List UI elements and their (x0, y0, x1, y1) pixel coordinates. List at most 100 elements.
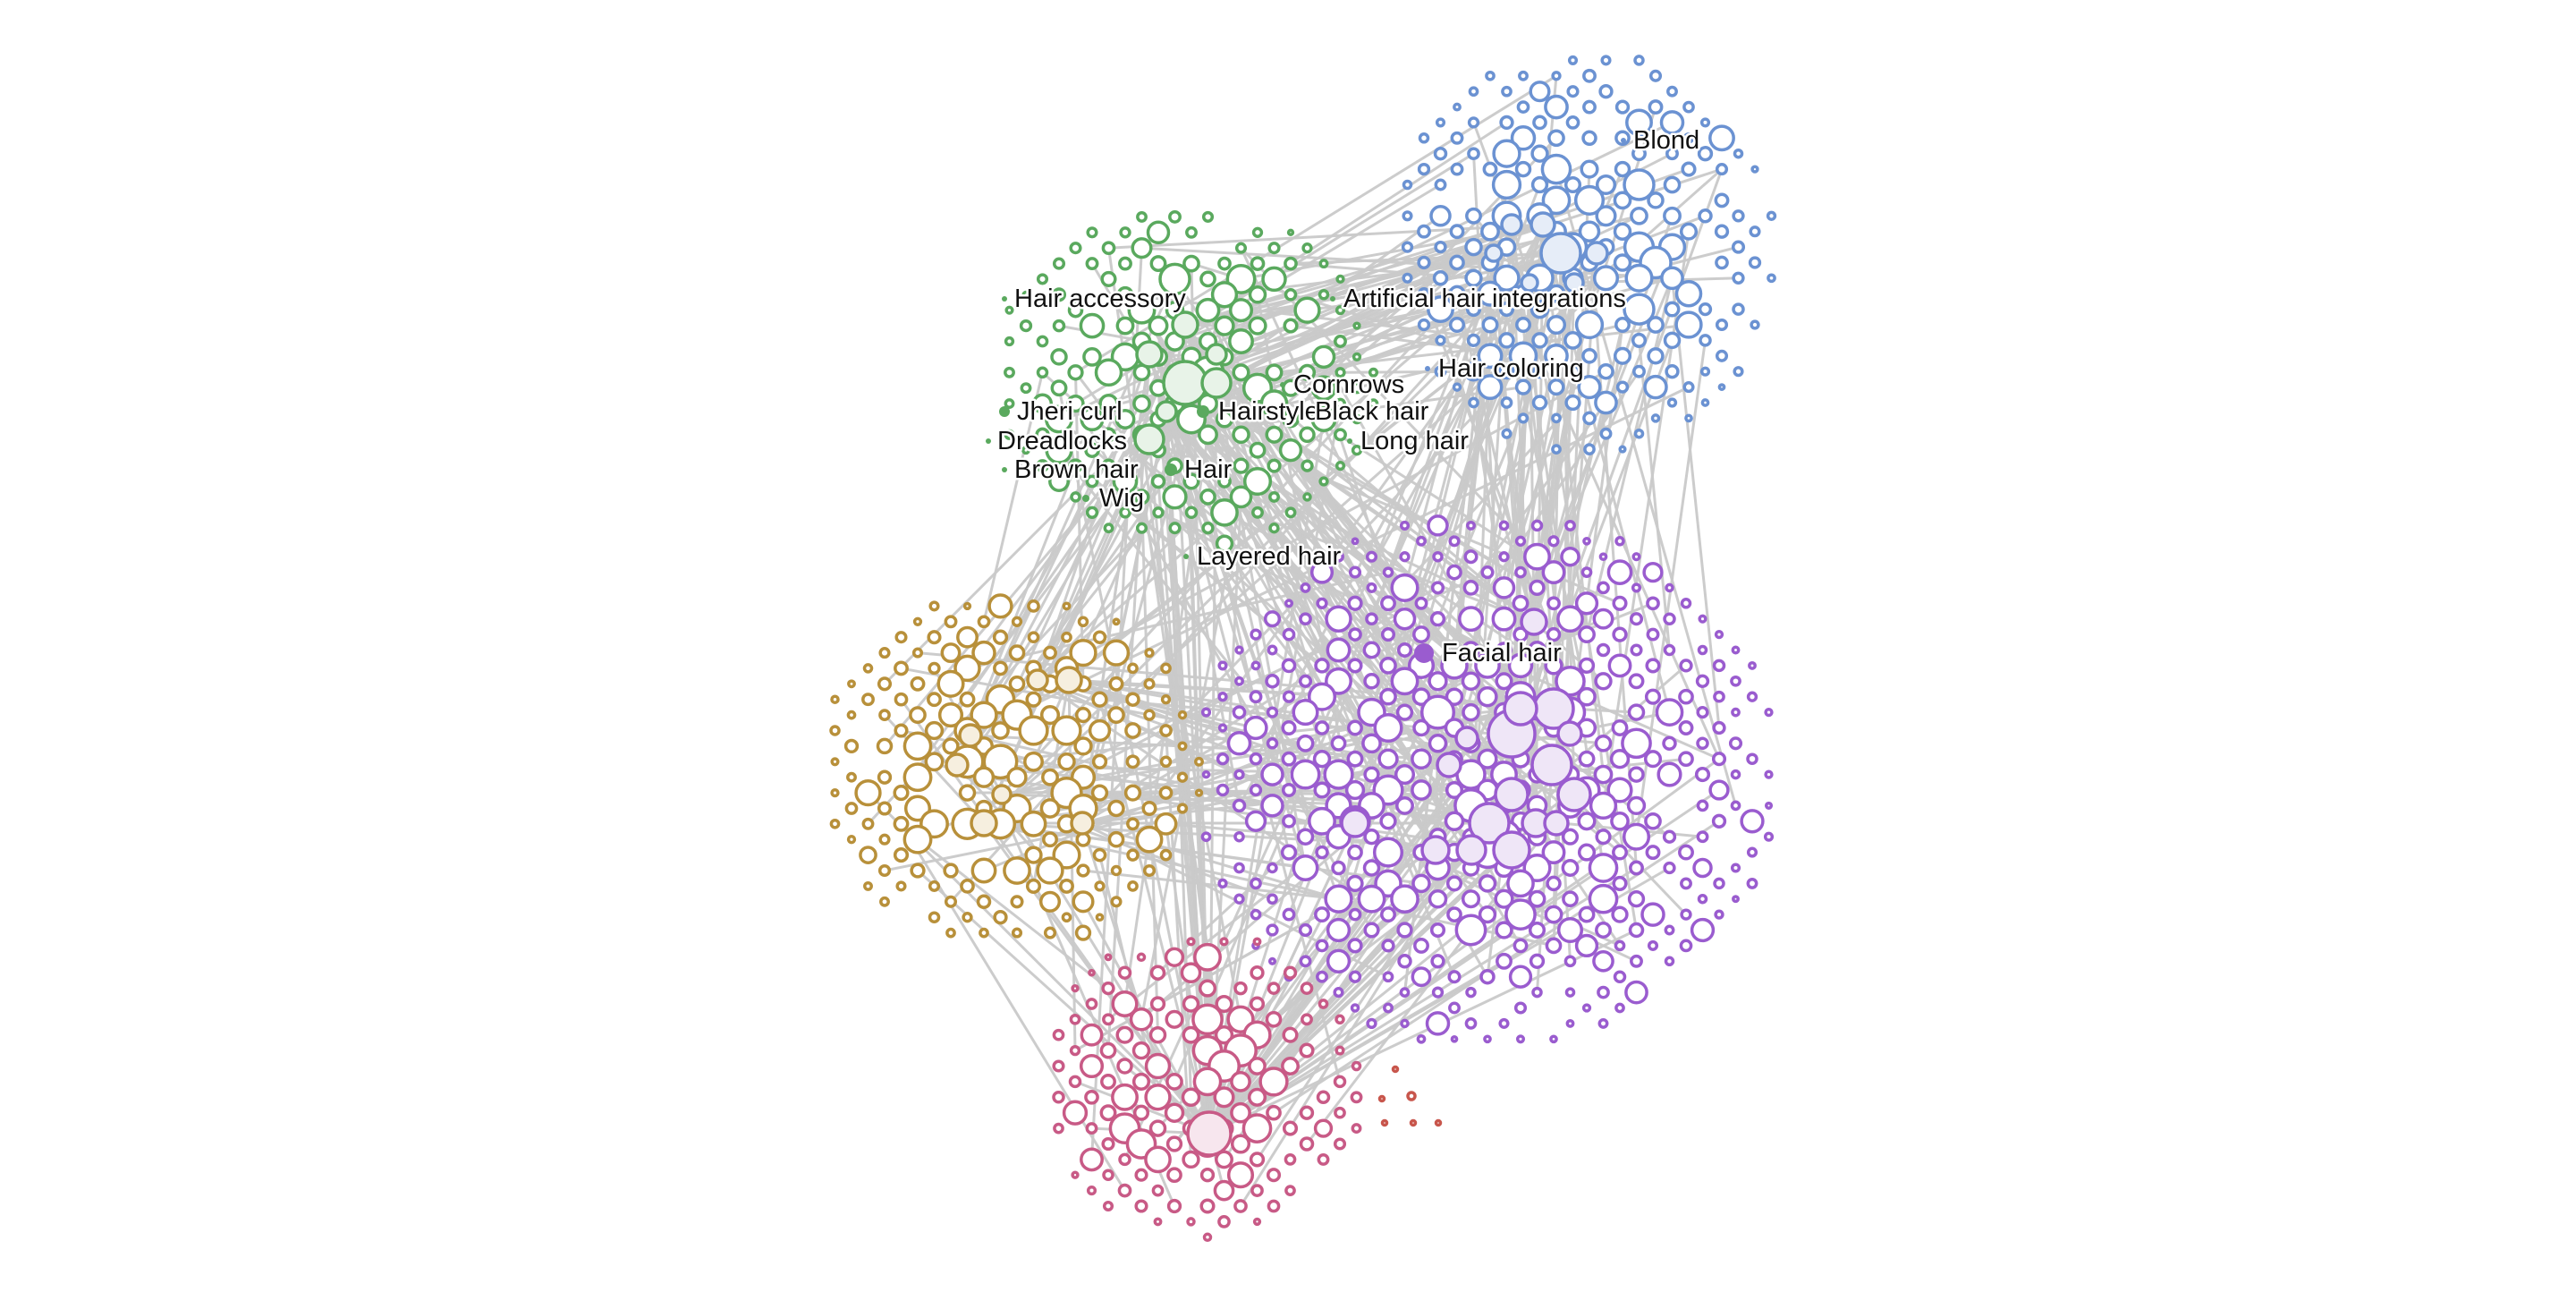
edge-385 (1157, 326, 1211, 1135)
node-body-77 (1132, 1104, 1150, 1121)
node-hair-100 (1045, 404, 1073, 434)
node-face-10 (1547, 535, 1560, 548)
node-hair-106 (1282, 410, 1300, 429)
node-stray-2 (1380, 1118, 1389, 1127)
node-misc-20 (940, 642, 962, 664)
node-misc-144 (877, 863, 892, 878)
node-body-24 (1249, 996, 1266, 1012)
node-face-32 (1642, 561, 1664, 583)
edge-416 (1037, 370, 1607, 682)
node-hair-154 (1284, 506, 1297, 519)
node-face-363 (1679, 939, 1693, 953)
node-face-373 (1630, 954, 1643, 968)
node-face-361 (1614, 939, 1626, 952)
label-brown-hair: Brown hair (1014, 455, 1139, 484)
hub-misc-3 (945, 752, 970, 778)
node-face-110 (1298, 674, 1313, 688)
label-hairstyle: Hairstyle (1218, 397, 1319, 426)
node-face-309 (1713, 877, 1725, 890)
node-body-111 (1166, 1167, 1182, 1184)
node-hair-92 (1066, 394, 1085, 413)
node-body-61 (1165, 1073, 1183, 1091)
node-face-250 (1610, 811, 1630, 831)
hub-face-9 (1455, 834, 1487, 866)
node-body-13 (1071, 983, 1080, 993)
node-misc-74 (1124, 722, 1141, 739)
node-color-171 (1615, 380, 1630, 394)
node-misc-122 (893, 815, 910, 832)
node-color-12 (1598, 84, 1614, 99)
node-hair-53 (1283, 318, 1299, 334)
node-face-369 (1496, 952, 1513, 970)
node-misc-86 (982, 744, 1019, 780)
node-hair-156 (1135, 522, 1148, 534)
node-body-98 (1299, 1136, 1315, 1152)
node-face-14 (1365, 550, 1378, 563)
node-hair-147 (1302, 492, 1312, 502)
node-hair-51 (1214, 315, 1235, 336)
node-body-68 (1111, 1083, 1139, 1111)
node-body-101 (1118, 1152, 1131, 1167)
node-misc-133 (1042, 831, 1058, 848)
edge-95 (1240, 371, 1555, 574)
node-face-143 (1419, 694, 1456, 730)
node-face-139 (1266, 706, 1279, 718)
hub-color-0 (1539, 232, 1582, 275)
label-facial-hair: Facial hair (1442, 639, 1562, 667)
node-face-392 (1350, 1003, 1360, 1013)
node-body-60 (1131, 1072, 1151, 1091)
node-misc-70 (991, 721, 1010, 740)
edge-306 (883, 403, 1176, 747)
node-face-62 (1556, 605, 1584, 633)
node-hair-15 (1052, 257, 1066, 270)
node-misc-1 (962, 601, 972, 611)
node-face-24 (1348, 565, 1362, 579)
node-color-57 (1491, 169, 1522, 200)
node-color-16 (1544, 94, 1569, 120)
node-color-67 (1714, 192, 1730, 208)
node-misc-84 (924, 752, 945, 772)
label-cornrows: Cornrows (1293, 370, 1404, 399)
node-face-15 (1399, 551, 1411, 563)
node-hair-54 (1352, 321, 1361, 330)
node-face-242 (1308, 806, 1336, 836)
node-face-310 (1746, 877, 1758, 889)
node-face-396 (1581, 1003, 1592, 1013)
node-face-165 (1678, 720, 1694, 735)
node-face-94 (1314, 658, 1330, 674)
node-color-157 (1463, 361, 1484, 382)
node-face-391 (1624, 980, 1648, 1005)
node-color-96 (1731, 240, 1746, 254)
node-body-32 (1265, 1010, 1283, 1028)
node-body-69 (1144, 1084, 1172, 1111)
node-hair-45 (1335, 305, 1346, 316)
node-face-200 (1323, 759, 1354, 790)
node-color-190 (1551, 444, 1562, 455)
node-hair-90 (1004, 398, 1015, 410)
node-hair-127 (1101, 458, 1116, 473)
edge-211 (1492, 252, 1522, 573)
node-face-45 (1347, 595, 1363, 611)
node-body-58 (1068, 1075, 1082, 1089)
node-face-322 (1627, 890, 1646, 908)
node-misc-175 (1011, 927, 1023, 939)
node-misc-38 (910, 676, 926, 692)
node-face-155 (1281, 719, 1297, 736)
node-body-38 (1148, 1025, 1167, 1044)
node-misc-82 (1177, 741, 1188, 752)
node-hair-110 (1035, 427, 1050, 442)
node-body-109 (1102, 1169, 1114, 1181)
node-body-103 (1182, 1150, 1200, 1169)
node-color-2 (1633, 55, 1645, 66)
edge-180 (1552, 282, 1576, 915)
edge-214 (1422, 293, 1589, 729)
node-color-75 (1663, 206, 1682, 225)
node-color-132 (1481, 316, 1499, 334)
node-hair-150 (1152, 506, 1165, 519)
node-face-142 (1395, 703, 1414, 721)
node-face-93 (1281, 658, 1297, 674)
node-face-395 (1513, 1001, 1528, 1015)
node-face-184 (1377, 748, 1399, 769)
node-misc-153 (863, 880, 873, 891)
node-color-86 (1714, 224, 1730, 239)
